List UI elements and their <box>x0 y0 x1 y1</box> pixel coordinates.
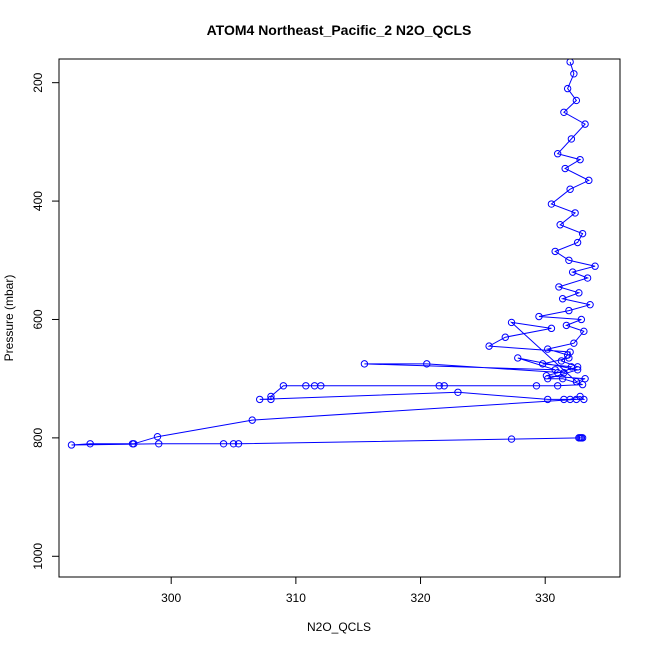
data-point <box>360 360 369 368</box>
data-point <box>578 380 587 389</box>
plot-area <box>67 59 599 449</box>
data-point <box>279 382 288 390</box>
x-tick-label: 310 <box>286 591 306 605</box>
data-point <box>568 268 577 276</box>
data-point <box>128 440 137 448</box>
data-point <box>591 262 599 270</box>
x-tick-label: 300 <box>161 591 181 605</box>
data-point <box>558 295 567 303</box>
data-point <box>551 247 559 256</box>
data-point <box>557 357 566 365</box>
y-axis: 200 400 600 800 1000 <box>31 72 59 570</box>
data-point <box>302 382 310 390</box>
x-tick-label: 320 <box>411 591 431 605</box>
data-point <box>577 434 586 442</box>
data-point <box>532 382 541 390</box>
data-point <box>566 185 574 193</box>
data-point <box>435 382 443 390</box>
data-point <box>566 59 574 66</box>
data-point <box>573 238 582 247</box>
data-point <box>547 200 556 208</box>
data-point <box>555 283 563 291</box>
data-point <box>567 363 576 371</box>
data-point <box>570 339 578 347</box>
plot-frame <box>58 58 621 578</box>
series-group <box>67 59 599 449</box>
data-point <box>580 327 588 336</box>
data-point <box>575 289 583 297</box>
data-point <box>586 300 594 309</box>
data-point <box>561 164 569 173</box>
data-point <box>581 120 589 128</box>
data-point <box>553 150 562 158</box>
data-point <box>585 176 593 185</box>
data-point <box>547 324 556 333</box>
y-tick-label: 400 <box>31 191 45 211</box>
data-point <box>551 366 559 374</box>
data-point <box>556 221 564 229</box>
data-point <box>310 382 319 390</box>
data-point <box>560 108 568 116</box>
data-point <box>553 382 562 390</box>
data-point <box>256 395 264 404</box>
data-point <box>155 440 163 448</box>
y-tick-label: 800 <box>31 428 45 448</box>
data-point <box>572 377 581 386</box>
data-point <box>229 440 238 448</box>
data-point <box>234 440 243 448</box>
data-point <box>565 306 573 315</box>
data-point <box>565 256 573 264</box>
x-axis: 300 310 320 330 <box>161 577 556 605</box>
data-point <box>267 395 275 404</box>
data-point <box>485 342 493 350</box>
data-point <box>572 395 581 404</box>
data-point <box>567 135 576 143</box>
data-point <box>248 416 256 424</box>
data-point <box>501 333 510 341</box>
y-tick-label: 1000 <box>31 543 45 570</box>
data-point <box>535 312 543 321</box>
data-point <box>575 434 583 442</box>
data-point <box>558 374 567 383</box>
data-point <box>571 209 579 217</box>
data-point <box>543 345 552 353</box>
data-point <box>573 366 582 374</box>
y-tick-label: 200 <box>31 72 45 92</box>
data-point <box>67 441 76 449</box>
series-line <box>71 61 596 446</box>
data-point <box>562 321 571 330</box>
data-point <box>543 395 552 404</box>
data-point <box>572 96 581 105</box>
data-point <box>577 315 586 324</box>
data-point <box>507 318 516 327</box>
data-point <box>153 432 162 441</box>
data-point <box>86 440 94 448</box>
data-point <box>563 84 572 93</box>
y-axis-label: Pressure (mbar) <box>2 275 16 362</box>
chart-title: ATOM4 Northeast_Pacific_2 N2O_QCLS <box>207 22 472 38</box>
data-point <box>454 388 462 396</box>
data-point <box>570 70 578 78</box>
data-point <box>440 382 448 390</box>
data-point <box>267 392 275 401</box>
x-tick-label: 330 <box>535 591 555 605</box>
data-point <box>219 440 228 448</box>
data-point <box>539 360 547 368</box>
data-point <box>580 395 588 404</box>
data-point <box>543 374 552 383</box>
data-point <box>565 354 573 362</box>
data-point <box>578 229 587 238</box>
data-point <box>583 274 592 282</box>
y-tick-label: 600 <box>31 309 45 329</box>
data-point <box>423 360 431 368</box>
data-point <box>514 354 522 362</box>
data-point <box>576 155 584 164</box>
x-axis-label: N2O_QCLS <box>307 620 371 634</box>
data-point <box>507 435 516 443</box>
